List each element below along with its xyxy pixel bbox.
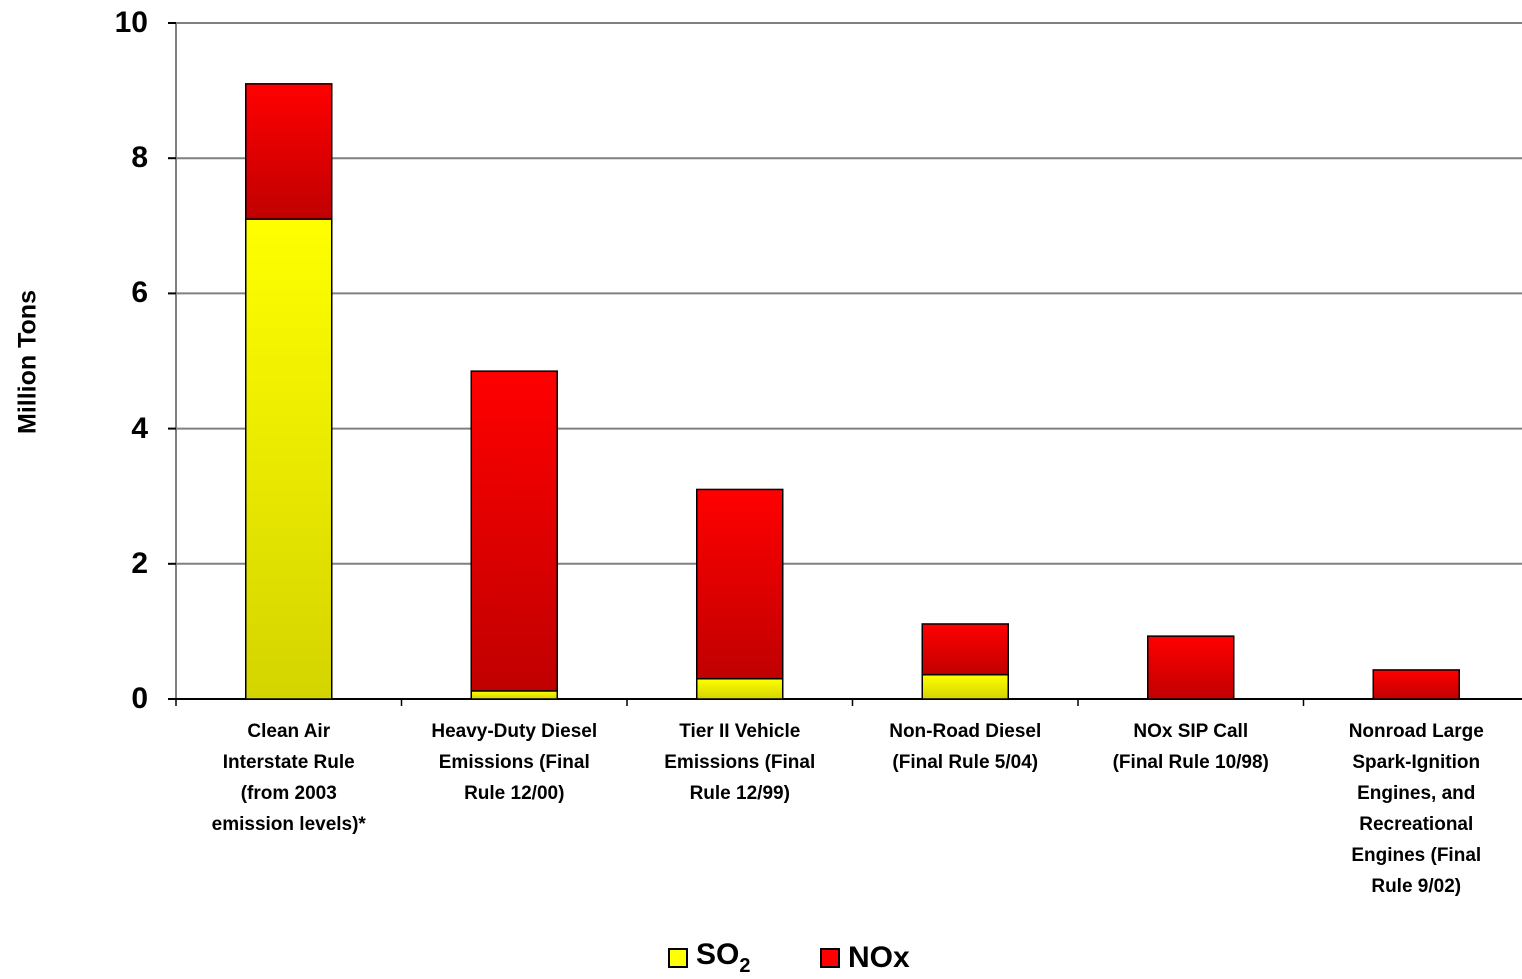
x-category-label: Clean Air Interstate Rule (from 2003 emi… (211, 721, 366, 835)
legend-label-nox: NOx (848, 941, 910, 974)
y-tick-label: 10 (114, 6, 148, 39)
bar-so2-3 (921, 673, 1009, 700)
x-category-label: NOx SIP Call (Final Rule 10/98) (1112, 721, 1269, 773)
y-tick-label: 4 (131, 411, 148, 445)
bar-nox-5 (1372, 669, 1460, 700)
legend-label-so2: SO2 (696, 938, 751, 977)
bar-so2-1 (470, 690, 558, 700)
y-tick-label: 0 (131, 682, 148, 715)
legend-swatch-nox (820, 948, 840, 968)
y-tick-label: 8 (131, 141, 148, 175)
legend-item-so2: SO2 (668, 938, 751, 977)
bar-so2-0 (245, 218, 333, 700)
x-category-label: Non-Road Diesel (Final Rule 5/04) (889, 721, 1042, 773)
x-category-label: Heavy-Duty Diesel Emissions (Final Rule … (431, 721, 598, 804)
y-tick-label: 6 (131, 276, 148, 310)
bar-so2-2 (696, 677, 784, 700)
y-axis-label: Million Tons (13, 290, 42, 434)
x-category-label: Nonroad Large Spark-Ignition Engines, an… (1348, 721, 1484, 897)
x-category-label: Tier II Vehicle Emissions (Final Rule 12… (664, 721, 816, 804)
legend-swatch-so2 (668, 948, 688, 968)
bar-nox-1 (470, 370, 558, 692)
legend-item-nox: NOx (820, 940, 910, 976)
bar-nox-2 (696, 488, 784, 680)
bar-nox-0 (245, 83, 333, 220)
legend: SO2 NOx (0, 938, 1522, 977)
bar-nox-4 (1147, 635, 1235, 700)
y-tick-label: 2 (131, 546, 148, 580)
bar-nox-3 (921, 623, 1009, 676)
